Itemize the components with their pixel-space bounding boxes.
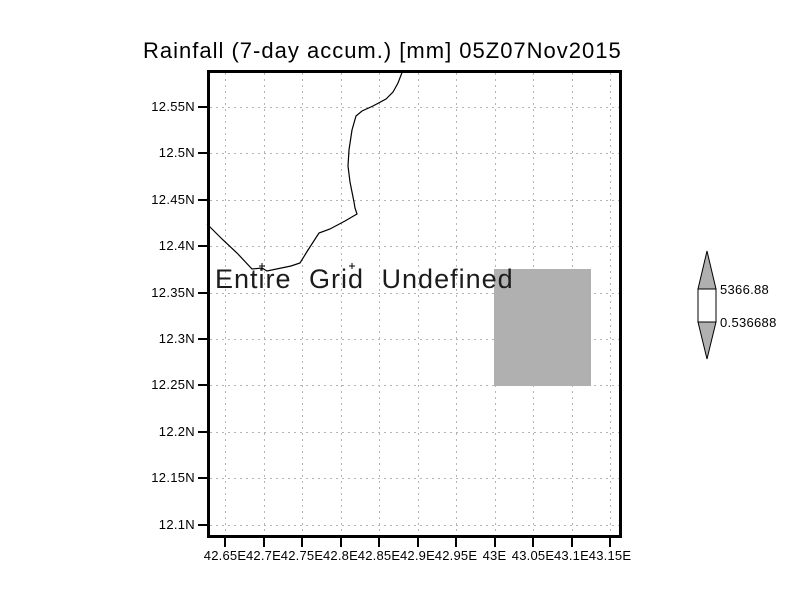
lat-tick-label: 12.35N xyxy=(151,284,195,300)
lat-tick-label: 12.5N xyxy=(158,145,195,161)
lat-tick-label: 12.1N xyxy=(158,516,195,532)
colorbar-middle-band xyxy=(697,288,717,323)
lat-gridline xyxy=(210,478,619,480)
lat-gridline xyxy=(210,153,619,155)
lon-tick xyxy=(301,538,303,547)
lon-tick-label: 43.1E xyxy=(554,548,589,563)
lat-gridline xyxy=(210,107,619,108)
lon-tick-label: 43.15E xyxy=(588,548,632,563)
colorbar xyxy=(697,250,717,360)
lat-tick xyxy=(198,106,207,108)
lat-tick xyxy=(198,477,207,480)
colorbar-bottom-arrow-icon xyxy=(697,321,717,360)
lat-gridline xyxy=(210,431,619,433)
undefined-data-cell xyxy=(494,269,591,386)
lon-gridline xyxy=(225,73,226,535)
lon-tick xyxy=(378,538,380,547)
colorbar-max-value: 5366.88 xyxy=(720,282,770,297)
lat-tick-label: 12.2N xyxy=(158,423,195,439)
lon-tick xyxy=(570,538,573,547)
lat-gridline xyxy=(210,524,619,526)
lon-tick-label: 42.85E xyxy=(357,548,401,563)
lat-tick xyxy=(198,152,207,155)
plot-title: Rainfall (7-day accum.) [mm] 05Z07Nov201… xyxy=(143,38,622,63)
lat-tick-label: 12.15N xyxy=(151,470,195,486)
lon-tick xyxy=(455,538,457,547)
lat-gridline xyxy=(210,199,619,201)
lon-tick xyxy=(339,538,342,547)
lon-tick xyxy=(262,538,265,547)
lon-gridline xyxy=(379,73,380,535)
lon-gridline xyxy=(263,73,265,535)
lat-tick xyxy=(198,291,207,294)
colorbar-top-arrow-icon xyxy=(697,250,717,290)
lat-gridline xyxy=(210,292,619,294)
lon-tick-label: 42.7E xyxy=(246,548,281,563)
lon-gridline xyxy=(456,73,457,535)
lon-tick xyxy=(609,538,611,547)
lat-tick xyxy=(198,198,207,201)
map-frame xyxy=(207,70,622,538)
lon-tick-label: 42.95E xyxy=(434,548,478,563)
lat-gridline xyxy=(210,246,619,248)
lon-gridline xyxy=(340,73,342,535)
lon-tick-label: 42.65E xyxy=(203,548,247,563)
lon-tick xyxy=(532,538,534,547)
lon-tick xyxy=(493,538,496,547)
lon-tick xyxy=(416,538,419,547)
lat-tick xyxy=(198,338,207,340)
colorbar-min-value: 0.536688 xyxy=(720,315,777,330)
lon-tick-label: 42.75E xyxy=(280,548,324,563)
lat-gridline xyxy=(210,339,619,340)
lon-tick-label: 42.9E xyxy=(400,548,435,563)
lon-gridline xyxy=(610,73,611,535)
lat-tick-label: 12.55N xyxy=(151,99,195,114)
lat-gridline xyxy=(210,385,619,387)
undefined-grid-label: Entire Grid Undefined xyxy=(215,264,514,294)
lat-tick-label: 12.45N xyxy=(151,191,195,207)
lon-gridline xyxy=(302,73,303,535)
lat-tick-label: 12.25N xyxy=(151,377,195,393)
lat-tick xyxy=(198,430,207,433)
lat-tick-label: 12.3N xyxy=(158,331,195,346)
lat-tick xyxy=(198,384,207,387)
lon-tick-label: 43.05E xyxy=(511,548,555,563)
lat-tick xyxy=(198,245,207,248)
lat-tick xyxy=(198,523,207,526)
lon-tick-label: 42.8E xyxy=(323,548,358,563)
lat-tick-label: 12.4N xyxy=(158,238,195,254)
lon-gridline xyxy=(417,73,419,535)
lon-tick-label: 43E xyxy=(482,548,507,563)
lon-tick xyxy=(224,538,226,547)
